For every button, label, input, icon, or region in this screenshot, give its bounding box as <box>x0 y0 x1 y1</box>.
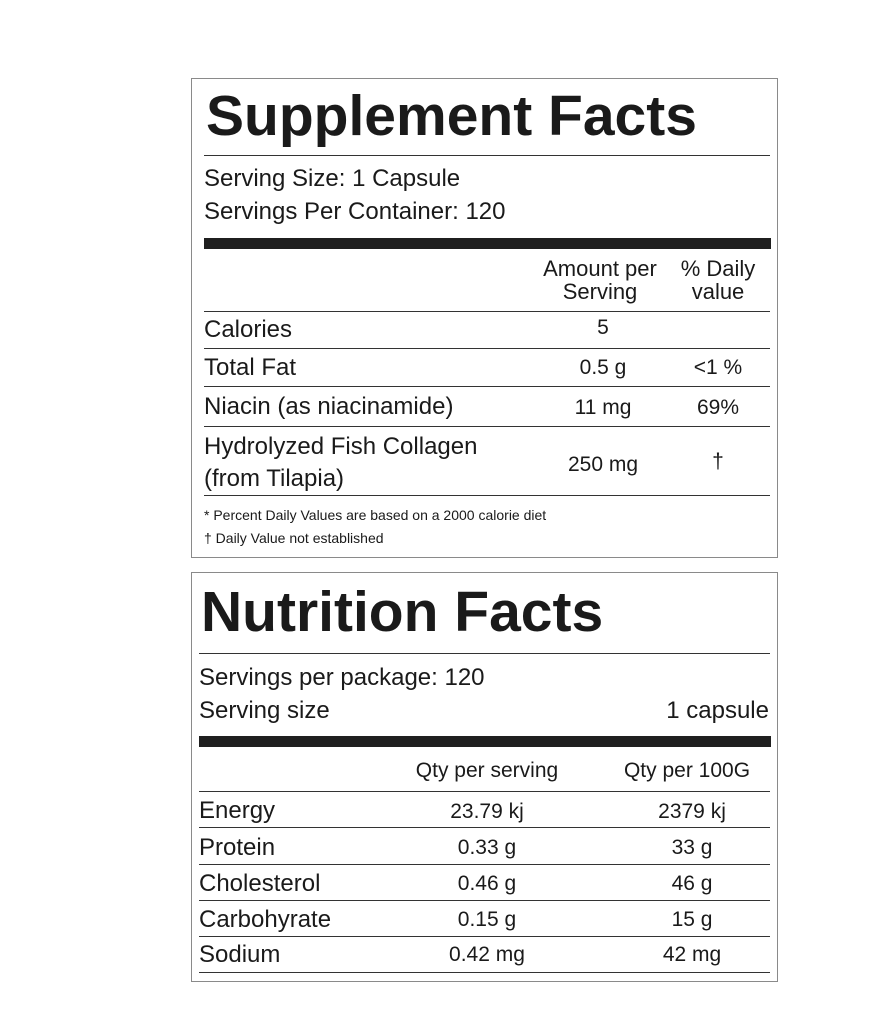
daily-value-header: % Daily value <box>670 257 766 303</box>
serving-size-value: 1 capsule <box>666 697 769 724</box>
amount-per-serving-header: Amount per Serving <box>532 257 668 303</box>
serving-size-label: Serving size <box>199 697 330 724</box>
divider <box>199 653 770 654</box>
row-amount-calories: 5 <box>597 316 609 339</box>
thick-divider <box>204 238 771 249</box>
row-per100-protein: 33 g <box>671 836 713 859</box>
nutrition-title: Nutrition Facts <box>201 580 604 644</box>
divider <box>199 936 770 937</box>
row-serving-cholesterol: 0.46 g <box>457 872 517 895</box>
thick-divider <box>199 736 771 747</box>
supplement-facts-panel: Supplement Facts Serving Size: 1 Capsule… <box>191 78 778 558</box>
nutrition-facts-panel: Nutrition Facts Servings per package: 12… <box>191 572 778 982</box>
row-name-calories: Calories <box>204 316 293 343</box>
row-per100-cholesterol: 46 g <box>671 872 713 895</box>
row-name-total-fat: Total Fat <box>204 354 297 381</box>
row-per100-carbohydrate: 15 g <box>671 908 713 931</box>
divider <box>199 900 770 901</box>
amount-header-line2: Serving <box>562 279 638 304</box>
row-amount-total-fat: 0.5 g <box>579 356 627 379</box>
amount-header-line1: Amount per <box>543 256 657 281</box>
divider <box>204 348 770 349</box>
row-amount-collagen: 250 mg <box>567 453 639 476</box>
row-amount-niacin: 11 mg <box>574 396 632 419</box>
row-name-sodium: Sodium <box>199 941 281 968</box>
divider <box>204 426 770 427</box>
divider <box>204 311 770 312</box>
row-serving-carbohydrate: 0.15 g <box>457 908 517 931</box>
daily-header-line2: value <box>691 279 745 304</box>
qty-per-100g-header: Qty per 100G <box>623 759 751 782</box>
row-serving-sodium: 0.42 mg <box>449 943 525 966</box>
footnote-not-established: † Daily Value not established <box>204 530 384 546</box>
row-name-energy: Energy <box>199 797 276 824</box>
footnote-daily-values: * Percent Daily Values are based on a 20… <box>204 507 547 523</box>
row-name-cholesterol: Cholesterol <box>199 870 321 897</box>
row-name-collagen-line2: (from Tilapia) <box>204 465 345 492</box>
row-name-niacin: Niacin (as niacinamide) <box>204 393 454 420</box>
servings-per-package: Servings per package: 120 <box>199 664 485 691</box>
divider <box>199 827 770 828</box>
servings-per-container: Servings Per Container: 120 <box>204 198 506 225</box>
supplement-title: Supplement Facts <box>206 84 697 148</box>
divider <box>204 386 770 387</box>
row-per100-sodium: 42 mg <box>662 943 722 966</box>
daily-header-line1: % Daily <box>680 256 756 281</box>
row-daily-niacin: 69% <box>696 396 740 419</box>
row-name-carbohydrate: Carbohyrate <box>199 906 332 933</box>
divider <box>204 495 770 496</box>
row-name-collagen-line1: Hydrolyzed Fish Collagen <box>204 433 478 460</box>
row-daily-collagen: † <box>712 450 724 473</box>
row-per100-energy: 2379 kj <box>658 800 726 823</box>
qty-per-serving-header: Qty per serving <box>415 759 559 782</box>
divider <box>199 791 770 792</box>
serving-size: Serving Size: 1 Capsule <box>204 165 461 192</box>
divider <box>199 864 770 865</box>
row-serving-protein: 0.33 g <box>457 836 517 859</box>
divider <box>199 972 770 973</box>
row-serving-energy: 23.79 kj <box>450 800 524 823</box>
row-daily-total-fat: <1 % <box>693 356 743 379</box>
divider <box>204 155 770 156</box>
row-name-protein: Protein <box>199 834 276 861</box>
